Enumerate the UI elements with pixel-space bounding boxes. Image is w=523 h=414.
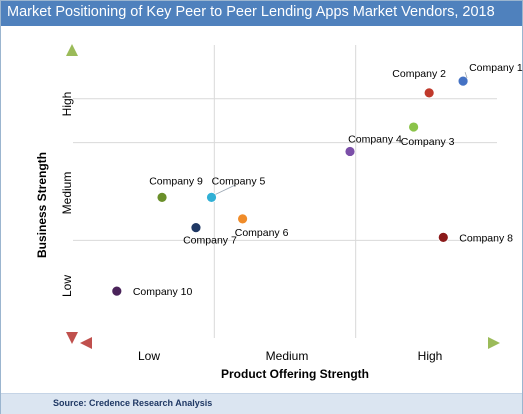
y-axis-title: Business Strength (35, 152, 49, 258)
data-label-company-5: Company 5 (212, 175, 266, 187)
data-point-company-10 (111, 285, 123, 297)
leader-line-company-5 (215, 184, 235, 195)
y-tick-label-low: Low (60, 275, 74, 297)
x-tick-label-low: Low (138, 349, 160, 363)
x-axis-arrowhead-left (80, 337, 92, 349)
source-note: Source: Credence Research Analysis (53, 398, 213, 408)
data-label-company-3: Company 3 (401, 136, 455, 148)
x-axis-arrowhead-right (488, 337, 500, 349)
data-point-company-7 (190, 222, 202, 234)
y-axis-arrowhead-top (66, 44, 78, 56)
data-point-company-6 (237, 213, 249, 225)
data-label-company-7: Company 7 (183, 235, 237, 247)
y-tick-label-high: High (60, 92, 74, 117)
data-label-company-2: Company 2 (392, 68, 446, 80)
y-axis-arrowhead-bottom (66, 332, 78, 344)
x-axis-title: Product Offering Strength (221, 367, 369, 381)
data-point-company-3 (408, 121, 420, 133)
data-point-company-4 (344, 146, 356, 157)
chart-title: Market Positioning of Key Peer to Peer L… (7, 4, 495, 20)
data-point-company-9 (156, 191, 168, 203)
data-label-company-1: Company 1 (469, 62, 523, 74)
data-point-company-1 (457, 75, 469, 87)
data-point-company-8 (437, 232, 449, 243)
y-tick-label-medium: Medium (60, 172, 74, 215)
grid-lines (73, 45, 497, 338)
data-label-company-9: Company 9 (149, 175, 203, 187)
data-label-company-8: Company 8 (459, 232, 513, 244)
title-bar: Market Positioning of Key Peer to Peer L… (1, 1, 522, 26)
data-label-company-10: Company 10 (133, 286, 193, 298)
leader-line-company-1 (464, 72, 468, 79)
data-point-company-5 (206, 191, 217, 203)
x-tick-label-high: High (418, 349, 443, 363)
x-tick-label-medium: Medium (266, 349, 309, 363)
data-label-company-6: Company 6 (235, 227, 289, 239)
footer-bar: Source: Credence Research Analysis (1, 393, 522, 414)
data-label-company-4: Company 4 (348, 133, 402, 145)
data-point-company-2 (423, 87, 435, 99)
